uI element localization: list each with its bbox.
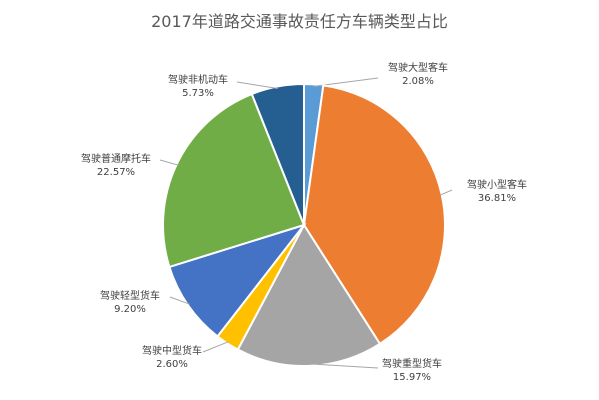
leader-line (439, 189, 453, 196)
pie-slice (236, 223, 382, 367)
slice-name-label: 驾驶小型客车 (467, 178, 527, 191)
leader-line (309, 363, 379, 369)
pie-slice (168, 223, 307, 338)
pie-slice (250, 82, 305, 226)
slice-value-label: 15.97% (393, 372, 431, 383)
chart-title: 2017年道路交通事故责任方车辆类型占比 (151, 12, 448, 31)
slice-value-label: 2.08% (402, 76, 434, 87)
slice-value-label: 5.73% (182, 88, 214, 99)
slice-value-label: 22.57% (97, 167, 135, 178)
slice-name-label: 驾驶中型货车 (142, 344, 202, 357)
slice-value-label: 9.20% (114, 304, 146, 315)
slice-name-label: 驾驶非机动车 (168, 73, 228, 86)
slice-name-label: 驾驶重型货车 (382, 357, 442, 370)
leader-line (236, 81, 278, 89)
slice-name-label: 驾驶轻型货车 (100, 289, 160, 302)
leader-line (202, 341, 229, 353)
leader-line (169, 296, 190, 305)
slice-name-label: 驾驶大型客车 (388, 61, 448, 74)
slice-value-label: 2.60% (156, 359, 188, 370)
slice-name-label: 驾驶普通摩托车 (81, 152, 151, 165)
leader-line (159, 159, 179, 166)
slice-value-label: 36.81% (478, 193, 516, 204)
